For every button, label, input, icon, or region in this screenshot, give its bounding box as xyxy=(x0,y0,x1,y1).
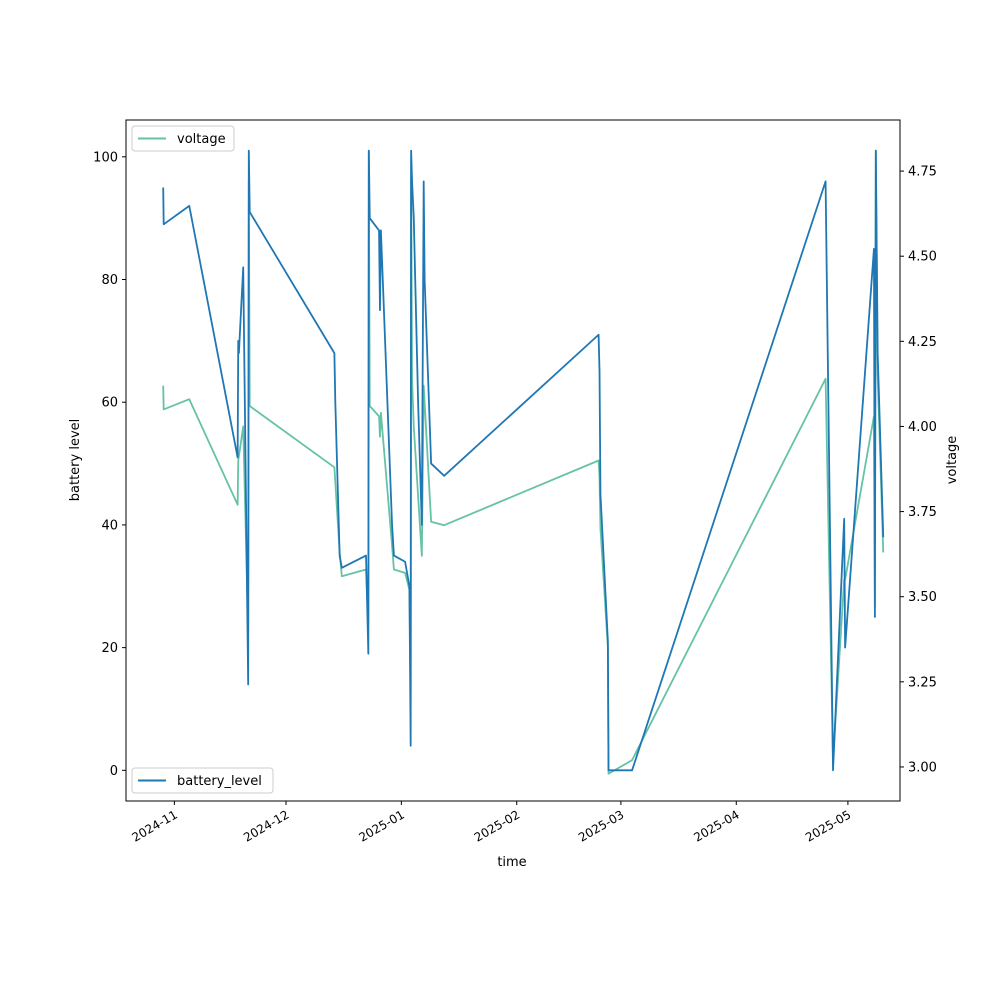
legend-battery-level: battery_level xyxy=(131,767,274,794)
y-right-tick-label-5: 4.25 xyxy=(908,335,937,350)
legend-voltage-label: voltage xyxy=(177,132,226,147)
x-axis-label: time xyxy=(497,855,526,870)
y-left-tick-label-4: 80 xyxy=(101,273,118,288)
y-left-tick-label-5: 100 xyxy=(93,150,118,165)
y-left-tick-label-3: 60 xyxy=(101,396,118,411)
plot-frame xyxy=(125,119,901,802)
series-line-battery-level xyxy=(162,149,885,772)
y-right-tick-label-1: 3.25 xyxy=(908,675,937,690)
y-right-tick-label-6: 4.50 xyxy=(908,250,937,265)
legend-battery-level-label: battery_level xyxy=(177,774,262,789)
legend-voltage-frame xyxy=(131,125,235,152)
y-right-tick-label-7: 4.75 xyxy=(908,165,937,180)
y-right-tick-label-0: 3.00 xyxy=(908,760,937,775)
y-right-tick-label-4: 4.00 xyxy=(908,420,937,435)
series-layer xyxy=(162,149,885,775)
legend-voltage: voltage xyxy=(131,125,235,152)
y-right-tick-label-2: 3.50 xyxy=(908,590,937,605)
y-right-axis-label: voltage xyxy=(945,436,960,485)
y-left-axis-label: battery level xyxy=(68,419,83,502)
y-left-tick-label-1: 20 xyxy=(101,641,118,656)
y-right-tick-label-3: 3.75 xyxy=(908,505,937,520)
y-right-axis: 3.00 3.25 3.50 3.75 4.00 4.25 4.50 4.75 xyxy=(900,165,937,775)
legend-battery-level-frame xyxy=(131,767,274,794)
y-left-tick-label-0: 0 xyxy=(110,764,118,779)
y-left-tick-label-2: 40 xyxy=(101,518,118,533)
y-left-axis: 0 20 40 60 80 100 xyxy=(93,150,126,779)
